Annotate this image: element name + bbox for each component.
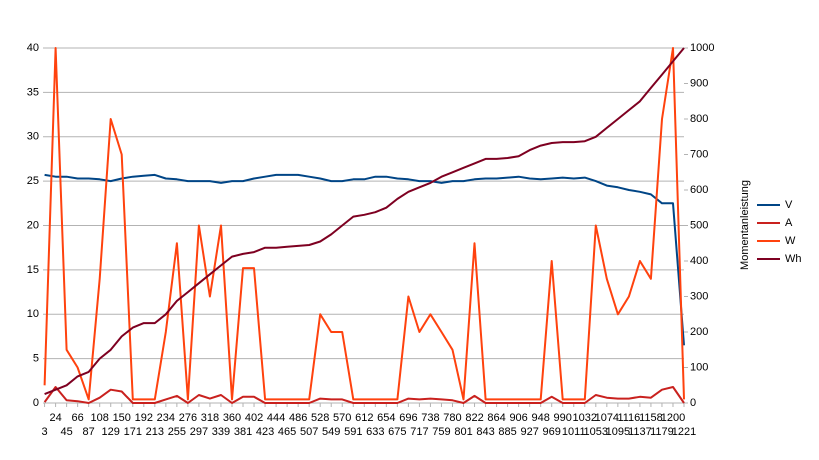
x-tick-label: 1032	[573, 412, 597, 424]
x-tick-label: 570	[333, 412, 351, 424]
x-tick-label: 990	[554, 412, 572, 424]
y-tick-label: 25	[27, 175, 39, 187]
y-tick-label: 30	[27, 131, 39, 143]
legend-label: W	[785, 235, 796, 247]
y2-tick-label: 300	[690, 290, 708, 302]
x-tick-label: 717	[410, 426, 428, 438]
y-tick-label: 35	[27, 86, 39, 98]
y-tick-label: 20	[27, 219, 39, 231]
x-tick-label: 822	[465, 412, 483, 424]
x-tick-label: 24	[49, 412, 61, 424]
y-tick-label: 40	[27, 42, 39, 54]
y2-tick-label: 1000	[690, 42, 714, 54]
x-tick-label: 66	[72, 412, 84, 424]
x-tick-label: 675	[388, 426, 406, 438]
x-tick-label: 528	[311, 412, 329, 424]
y-tick-label: 5	[33, 353, 39, 365]
x-tick-label: 1074	[595, 412, 619, 424]
y2-tick-label: 800	[690, 113, 708, 125]
x-tick-label: 1221	[672, 426, 696, 438]
x-tick-label: 318	[201, 412, 219, 424]
y2-tick-label: 100	[690, 361, 708, 373]
x-tick-label: 864	[487, 412, 505, 424]
x-tick-label: 234	[157, 412, 175, 424]
x-tick-label: 297	[190, 426, 208, 438]
y2-tick-label: 600	[690, 184, 708, 196]
legend-label: Wh	[785, 253, 802, 265]
x-tick-label: 1200	[661, 412, 685, 424]
series-line	[44, 173, 685, 346]
x-tick-label: 738	[421, 412, 439, 424]
x-tick-label: 360	[223, 412, 241, 424]
y2-tick-label: 200	[690, 326, 708, 338]
y2-tick-label: 900	[690, 77, 708, 89]
x-tick-label: 927	[520, 426, 538, 438]
y2-tick-label: 700	[690, 148, 708, 160]
series-line	[44, 47, 685, 396]
x-tick-label: 654	[377, 412, 395, 424]
legend-label: V	[785, 199, 793, 211]
x-tick-label: 843	[476, 426, 494, 438]
x-tick-label: 948	[532, 412, 550, 424]
x-tick-label: 87	[83, 426, 95, 438]
x-tick-label: 696	[399, 412, 417, 424]
x-tick-label: 150	[113, 412, 131, 424]
y2-tick-label: 500	[690, 219, 708, 231]
y-tick-label: 15	[27, 264, 39, 276]
x-tick-label: 801	[454, 426, 472, 438]
x-tick-label: 906	[509, 412, 527, 424]
y2-axis-title: Momentanleistung	[739, 180, 751, 270]
x-tick-label: 633	[366, 426, 384, 438]
x-tick-label: 1053	[584, 426, 608, 438]
x-tick-label: 885	[498, 426, 516, 438]
x-tick-label: 612	[355, 412, 373, 424]
y-tick-label: 10	[27, 308, 39, 320]
x-tick-label: 1179	[650, 426, 674, 438]
x-tick-label: 591	[344, 426, 362, 438]
x-tick-label: 381	[234, 426, 252, 438]
y2-tick-label: 400	[690, 255, 708, 267]
legend-label: A	[785, 217, 793, 229]
x-tick-label: 1137	[628, 426, 652, 438]
x-tick-label: 192	[135, 412, 153, 424]
x-tick-label: 171	[124, 426, 142, 438]
x-tick-label: 3	[42, 426, 48, 438]
x-tick-label: 759	[432, 426, 450, 438]
x-tick-label: 444	[267, 412, 285, 424]
x-tick-label: 45	[60, 426, 72, 438]
x-tick-label: 507	[300, 426, 318, 438]
x-tick-label: 1011	[562, 426, 586, 438]
x-tick-label: 1095	[606, 426, 630, 438]
x-tick-label: 276	[179, 412, 197, 424]
x-tick-label: 402	[245, 412, 263, 424]
x-tick-label: 1116	[617, 412, 640, 424]
x-tick-label: 255	[168, 426, 186, 438]
series-line	[43, 386, 685, 404]
y-tick-label: 0	[33, 397, 39, 409]
x-tick-label: 549	[322, 426, 340, 438]
y2-tick-label: 0	[690, 397, 696, 409]
x-tick-label: 1158	[639, 412, 663, 424]
x-tick-label: 780	[443, 412, 461, 424]
series-line	[43, 47, 685, 401]
x-tick-label: 486	[289, 412, 307, 424]
x-tick-label: 129	[102, 426, 120, 438]
x-tick-label: 108	[91, 412, 109, 424]
x-tick-label: 423	[256, 426, 274, 438]
x-tick-label: 339	[212, 426, 230, 438]
x-tick-label: 213	[146, 426, 164, 438]
x-tick-label: 465	[278, 426, 296, 438]
x-tick-label: 969	[543, 426, 561, 438]
